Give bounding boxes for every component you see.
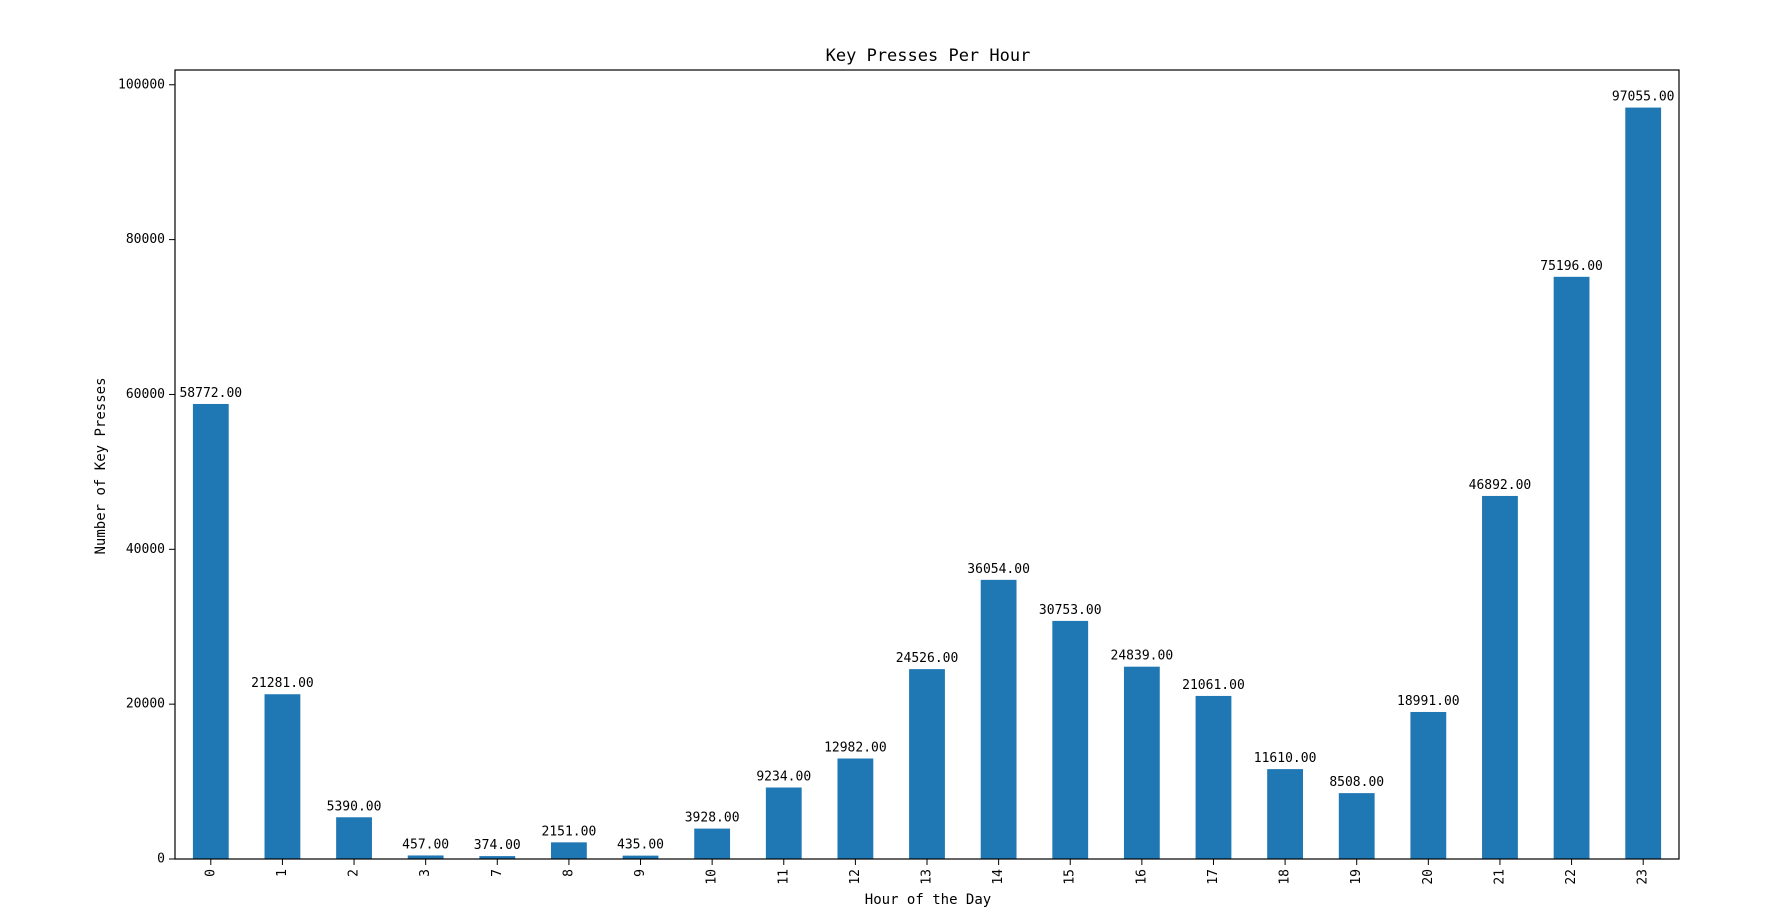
x-tick-label-7: 7 [490, 869, 505, 877]
x-tick-label-20: 20 [1421, 869, 1436, 885]
bar-hour-10 [694, 828, 731, 859]
y-axis-label: Number of Key Presses [93, 377, 109, 554]
x-tick-label-10: 10 [705, 869, 720, 885]
x-tick-label-19: 19 [1349, 869, 1364, 885]
bar-hour-3 [407, 855, 444, 859]
bar-hour-23 [1625, 107, 1662, 860]
data-label-hour-7: 374.00 [474, 838, 521, 853]
x-tick-label-0: 0 [203, 869, 218, 877]
x-tick-label-17: 17 [1206, 869, 1221, 885]
data-label-hour-3: 457.00 [402, 837, 449, 852]
x-tick-label-16: 16 [1134, 869, 1149, 885]
bar-hour-22 [1553, 276, 1590, 859]
bar-hour-13 [909, 669, 945, 859]
data-label-hour-20: 18991.00 [1397, 694, 1460, 709]
data-label-hour-0: 58772.00 [179, 386, 242, 401]
x-tick-label-14: 14 [991, 869, 1006, 885]
x-axis: 0 1 2 3 7 8 9 10 11 12 13 14 15 16 17 18 19 20 21 22 23 [203, 859, 1651, 885]
data-label-hour-17: 21061.00 [1182, 678, 1245, 693]
bar-hour-21 [1482, 495, 1518, 859]
bar-hour-0 [192, 403, 229, 859]
y-axis: 0 20000 40000 60000 80000 100000 [118, 77, 175, 867]
x-tick-label-8: 8 [561, 869, 576, 877]
data-label-hour-13: 24526.00 [896, 651, 959, 666]
x-tick-label-2: 2 [347, 869, 362, 877]
bars-group [192, 107, 1662, 860]
bar-hour-7 [479, 856, 516, 859]
bar-hour-9 [622, 855, 659, 859]
x-tick-label-1: 1 [275, 869, 290, 877]
data-label-hour-1: 21281.00 [251, 676, 314, 691]
bar-hour-17 [1195, 695, 1232, 859]
data-label-hour-2: 5390.00 [327, 799, 382, 814]
x-tick-label-3: 3 [418, 869, 433, 877]
chart-title: Key Presses Per Hour [826, 46, 1031, 66]
y-tick-label-60000: 60000 [126, 387, 165, 402]
data-label-hour-18: 11610.00 [1254, 751, 1317, 766]
bar-hour-20 [1410, 711, 1447, 859]
bar-hour-1 [264, 694, 301, 859]
y-tick-label-100000: 100000 [118, 77, 165, 92]
plot-area-frame [174, 69, 1680, 860]
x-axis-label: Hour of the Day [865, 892, 991, 908]
bar-hour-2 [336, 817, 372, 859]
x-tick-label-23: 23 [1636, 869, 1651, 885]
data-label-hour-21: 46892.00 [1469, 478, 1532, 493]
x-tick-label-22: 22 [1564, 869, 1579, 885]
bar-hour-8 [551, 842, 587, 859]
x-tick-label-18: 18 [1278, 869, 1293, 885]
x-tick-label-11: 11 [776, 869, 791, 885]
y-tick-label-0: 0 [157, 852, 165, 867]
data-labels-group: 58772.00 21281.00 5390.00 457.00 374.00 2151.… [179, 90, 1674, 854]
bar-hour-16 [1123, 666, 1160, 859]
bar-hour-14 [980, 579, 1017, 859]
data-label-hour-8: 2151.00 [542, 824, 597, 839]
bar-hour-15 [1052, 620, 1089, 859]
bar-hour-12 [837, 758, 874, 859]
data-label-hour-16: 24839.00 [1111, 649, 1174, 664]
y-tick-label-40000: 40000 [126, 542, 165, 557]
x-tick-label-9: 9 [633, 869, 648, 877]
bar-hour-11 [765, 787, 802, 859]
data-label-hour-12: 12982.00 [824, 740, 887, 755]
bar-hour-18 [1267, 769, 1303, 859]
data-label-hour-9: 435.00 [617, 838, 664, 853]
y-tick-label-20000: 20000 [126, 697, 165, 712]
x-tick-label-13: 13 [920, 869, 935, 885]
data-label-hour-22: 75196.00 [1540, 259, 1603, 274]
data-label-hour-11: 9234.00 [756, 770, 811, 785]
bar-hour-19 [1338, 793, 1375, 859]
data-label-hour-23: 97055.00 [1612, 90, 1675, 105]
x-tick-label-21: 21 [1492, 869, 1507, 885]
x-tick-label-15: 15 [1063, 869, 1078, 885]
x-tick-label-12: 12 [848, 869, 863, 885]
data-label-hour-19: 8508.00 [1329, 775, 1384, 790]
data-label-hour-10: 3928.00 [685, 811, 740, 826]
data-label-hour-15: 30753.00 [1039, 603, 1102, 618]
y-tick-label-80000: 80000 [126, 232, 165, 247]
data-label-hour-14: 36054.00 [967, 562, 1030, 577]
